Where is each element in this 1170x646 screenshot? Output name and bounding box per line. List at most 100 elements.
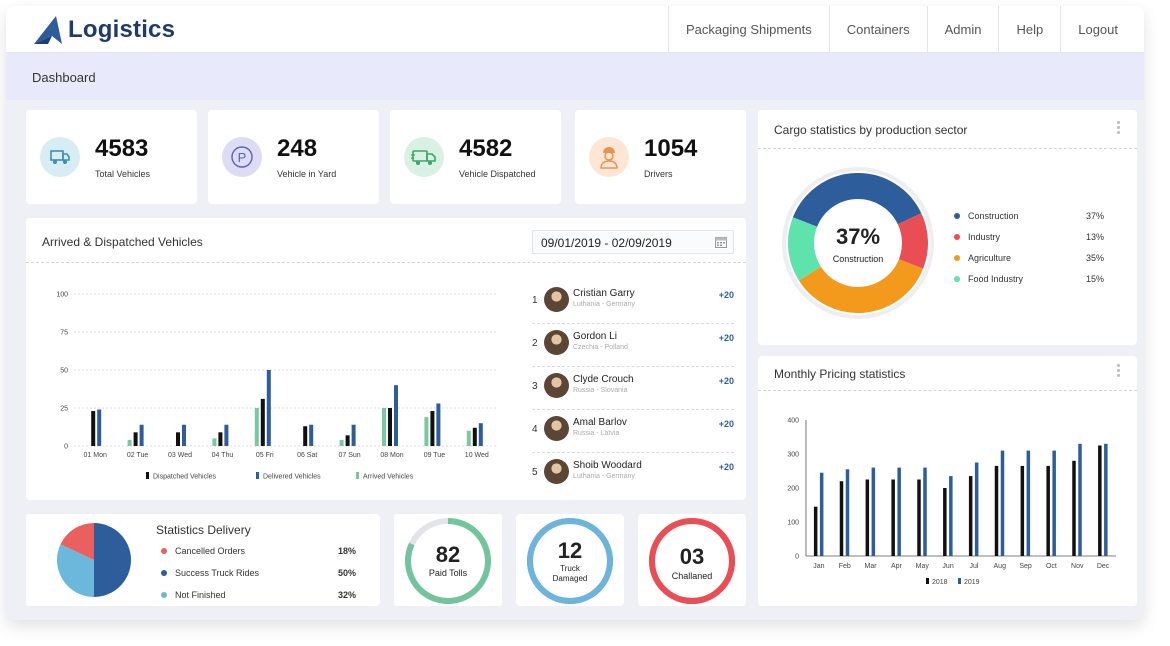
logo-mark-icon	[34, 16, 62, 44]
driver-rank: 4	[532, 424, 538, 435]
legend-dot	[954, 234, 960, 240]
driver-rank: 1	[532, 295, 538, 306]
nav-logout[interactable]: Logout	[1060, 6, 1144, 53]
driver-row[interactable]: 3 Clyde Crouch Russia - Slovania +20	[532, 367, 734, 410]
driver-icon	[589, 137, 629, 177]
delivery-row-success: Success Truck Rides 50%	[161, 568, 356, 578]
donut-slice	[792, 173, 922, 228]
pricing-bar	[1000, 450, 1005, 556]
nav-packaging-shipments[interactable]: Packaging Shipments	[668, 6, 829, 53]
driver-row[interactable]: 4 Amal Barlov Russia - Latvia +20	[532, 410, 734, 453]
vehicles-bar	[345, 435, 350, 446]
paid-tolls-card[interactable]: 82 Paid Tolls	[394, 514, 502, 606]
y-tick-label: 25	[60, 406, 68, 413]
x-tick-label: Jan	[813, 563, 824, 570]
nav-containers[interactable]: Containers	[828, 6, 927, 53]
x-tick-label: 02 Tue	[127, 452, 149, 459]
kpi-label: Vehicle Dispatched	[459, 169, 536, 179]
donut-slice	[798, 258, 924, 313]
vehicles-panel: Arrived & Dispatched Vehicles 09/01/2019…	[26, 218, 746, 500]
legend-label: 2019	[964, 579, 980, 586]
driver-row[interactable]: 5 Shoib Woodard Luthania - Germany +20	[532, 453, 734, 496]
panel-title: Arrived & Dispatched Vehicles	[42, 235, 203, 249]
legend-label: Agriculture	[968, 253, 1012, 263]
breadcrumb-bar: Dashboard	[6, 53, 1144, 100]
vehicles-bar	[218, 432, 223, 446]
pricing-bar	[1052, 450, 1056, 556]
nav-admin[interactable]: Admin	[926, 6, 999, 53]
delivery-row-not-finished: Not Finished 32%	[161, 590, 356, 600]
x-tick-label: 06 Sat	[297, 452, 317, 459]
top-bar: Logistics Packaging Shipments Containers…	[6, 6, 1144, 53]
x-tick-label: Aug	[994, 563, 1007, 570]
x-tick-label: Jun	[942, 563, 953, 570]
pricing-bar	[813, 506, 818, 556]
driver-name: Cristian Garry	[573, 288, 635, 299]
calendar-icon[interactable]	[715, 236, 727, 251]
ring-progress	[405, 518, 491, 604]
date-range-value: 09/01/2019 - 02/09/2019	[541, 236, 672, 250]
pricing-bar	[949, 476, 953, 556]
y-tick-label: 0	[64, 444, 68, 451]
panel-title: Cargo statistics by production sector	[774, 123, 968, 137]
pricing-bar	[1026, 450, 1031, 556]
pie-slice	[60, 523, 94, 560]
y-tick-label: 400	[787, 418, 799, 425]
panel-divider	[758, 148, 1137, 149]
vehicles-bar	[436, 403, 441, 446]
pricing-bar	[1072, 460, 1076, 556]
monthly-bar-chart: 0 100 200 300 400 Jan Feb Mar Apr May Jun Jul Aug Sep…	[787, 418, 1116, 586]
kpi-card-vehicle-dispatched[interactable]: 4582 Vehicle Dispatched	[390, 110, 561, 204]
breadcrumb[interactable]: Dashboard	[32, 70, 96, 85]
vehicles-bar	[254, 408, 259, 446]
driver-location: Russia - Latvia	[573, 430, 620, 437]
cargo-legend-item: Construction 37%	[954, 211, 1104, 221]
vehicles-bar-chart: 0 25 50 75 100 01 Mon 02 Tue 03 Wed 04 Thu 05 Fri…	[56, 292, 498, 481]
nav-help[interactable]: Help	[998, 6, 1060, 53]
y-tick-label: 50	[60, 368, 68, 375]
monthly-pricing-panel: Monthly Pricing statistics 0 100 200 300 400…	[758, 356, 1137, 606]
more-menu-icon[interactable]	[1117, 121, 1121, 136]
cargo-legend-item: Food Industry 15%	[954, 274, 1104, 284]
legend-dot	[954, 213, 960, 219]
driver-row[interactable]: 2 Gordon Li Czechia - Polland +20	[532, 324, 734, 367]
vehicles-bar	[478, 423, 483, 446]
legend-value: 15%	[1085, 274, 1104, 284]
vehicles-bar	[382, 408, 386, 446]
legend-swatch	[926, 578, 929, 584]
pricing-bar	[1020, 465, 1025, 556]
legend-value: 35%	[1085, 253, 1104, 263]
delivery-row-value: 50%	[337, 568, 356, 578]
vehicles-bar	[133, 432, 138, 446]
y-tick-label: 0	[795, 554, 799, 561]
pie-slice	[56, 544, 94, 597]
kpi-label: Drivers	[644, 169, 673, 179]
kpi-value: 248	[277, 135, 318, 162]
legend-value: 37%	[1085, 211, 1104, 221]
delivery-row-cancelled: Cancelled Orders 18%	[161, 546, 356, 556]
pricing-bar	[845, 469, 850, 556]
driver-row[interactable]: 1 Cristian Garry Luthania - Germany +20	[532, 281, 734, 324]
x-tick-label: Jul	[969, 563, 978, 570]
kpi-card-drivers[interactable]: 1054 Drivers	[575, 110, 746, 204]
driver-location: Russia - Slovania	[573, 387, 628, 394]
avatar	[544, 330, 569, 355]
truck-damaged-card[interactable]: 12 Truck Damaged	[516, 514, 624, 606]
x-tick-label: 04 Thu	[212, 452, 234, 459]
challaned-card[interactable]: 03 Challaned	[638, 514, 746, 606]
kpi-card-total-vehicles[interactable]: 4583 Total Vehicles	[26, 110, 197, 204]
delivery-row-value: 18%	[337, 546, 356, 556]
legend-dot	[161, 570, 167, 576]
vehicles-bar	[472, 427, 477, 446]
date-range-picker[interactable]: 09/01/2019 - 02/09/2019	[532, 230, 734, 254]
legend-swatch	[256, 472, 259, 479]
more-menu-icon[interactable]	[1117, 364, 1121, 379]
kpi-card-vehicle-in-yard[interactable]: P 248 Vehicle in Yard	[208, 110, 379, 204]
challaned-ring	[649, 518, 735, 604]
vehicles-bar	[97, 409, 102, 446]
vehicles-bar	[394, 385, 398, 446]
vehicles-bar	[266, 370, 271, 446]
vehicles-bar	[430, 411, 435, 446]
legend-label: Construction	[968, 211, 1019, 221]
logo[interactable]: Logistics	[32, 14, 175, 46]
